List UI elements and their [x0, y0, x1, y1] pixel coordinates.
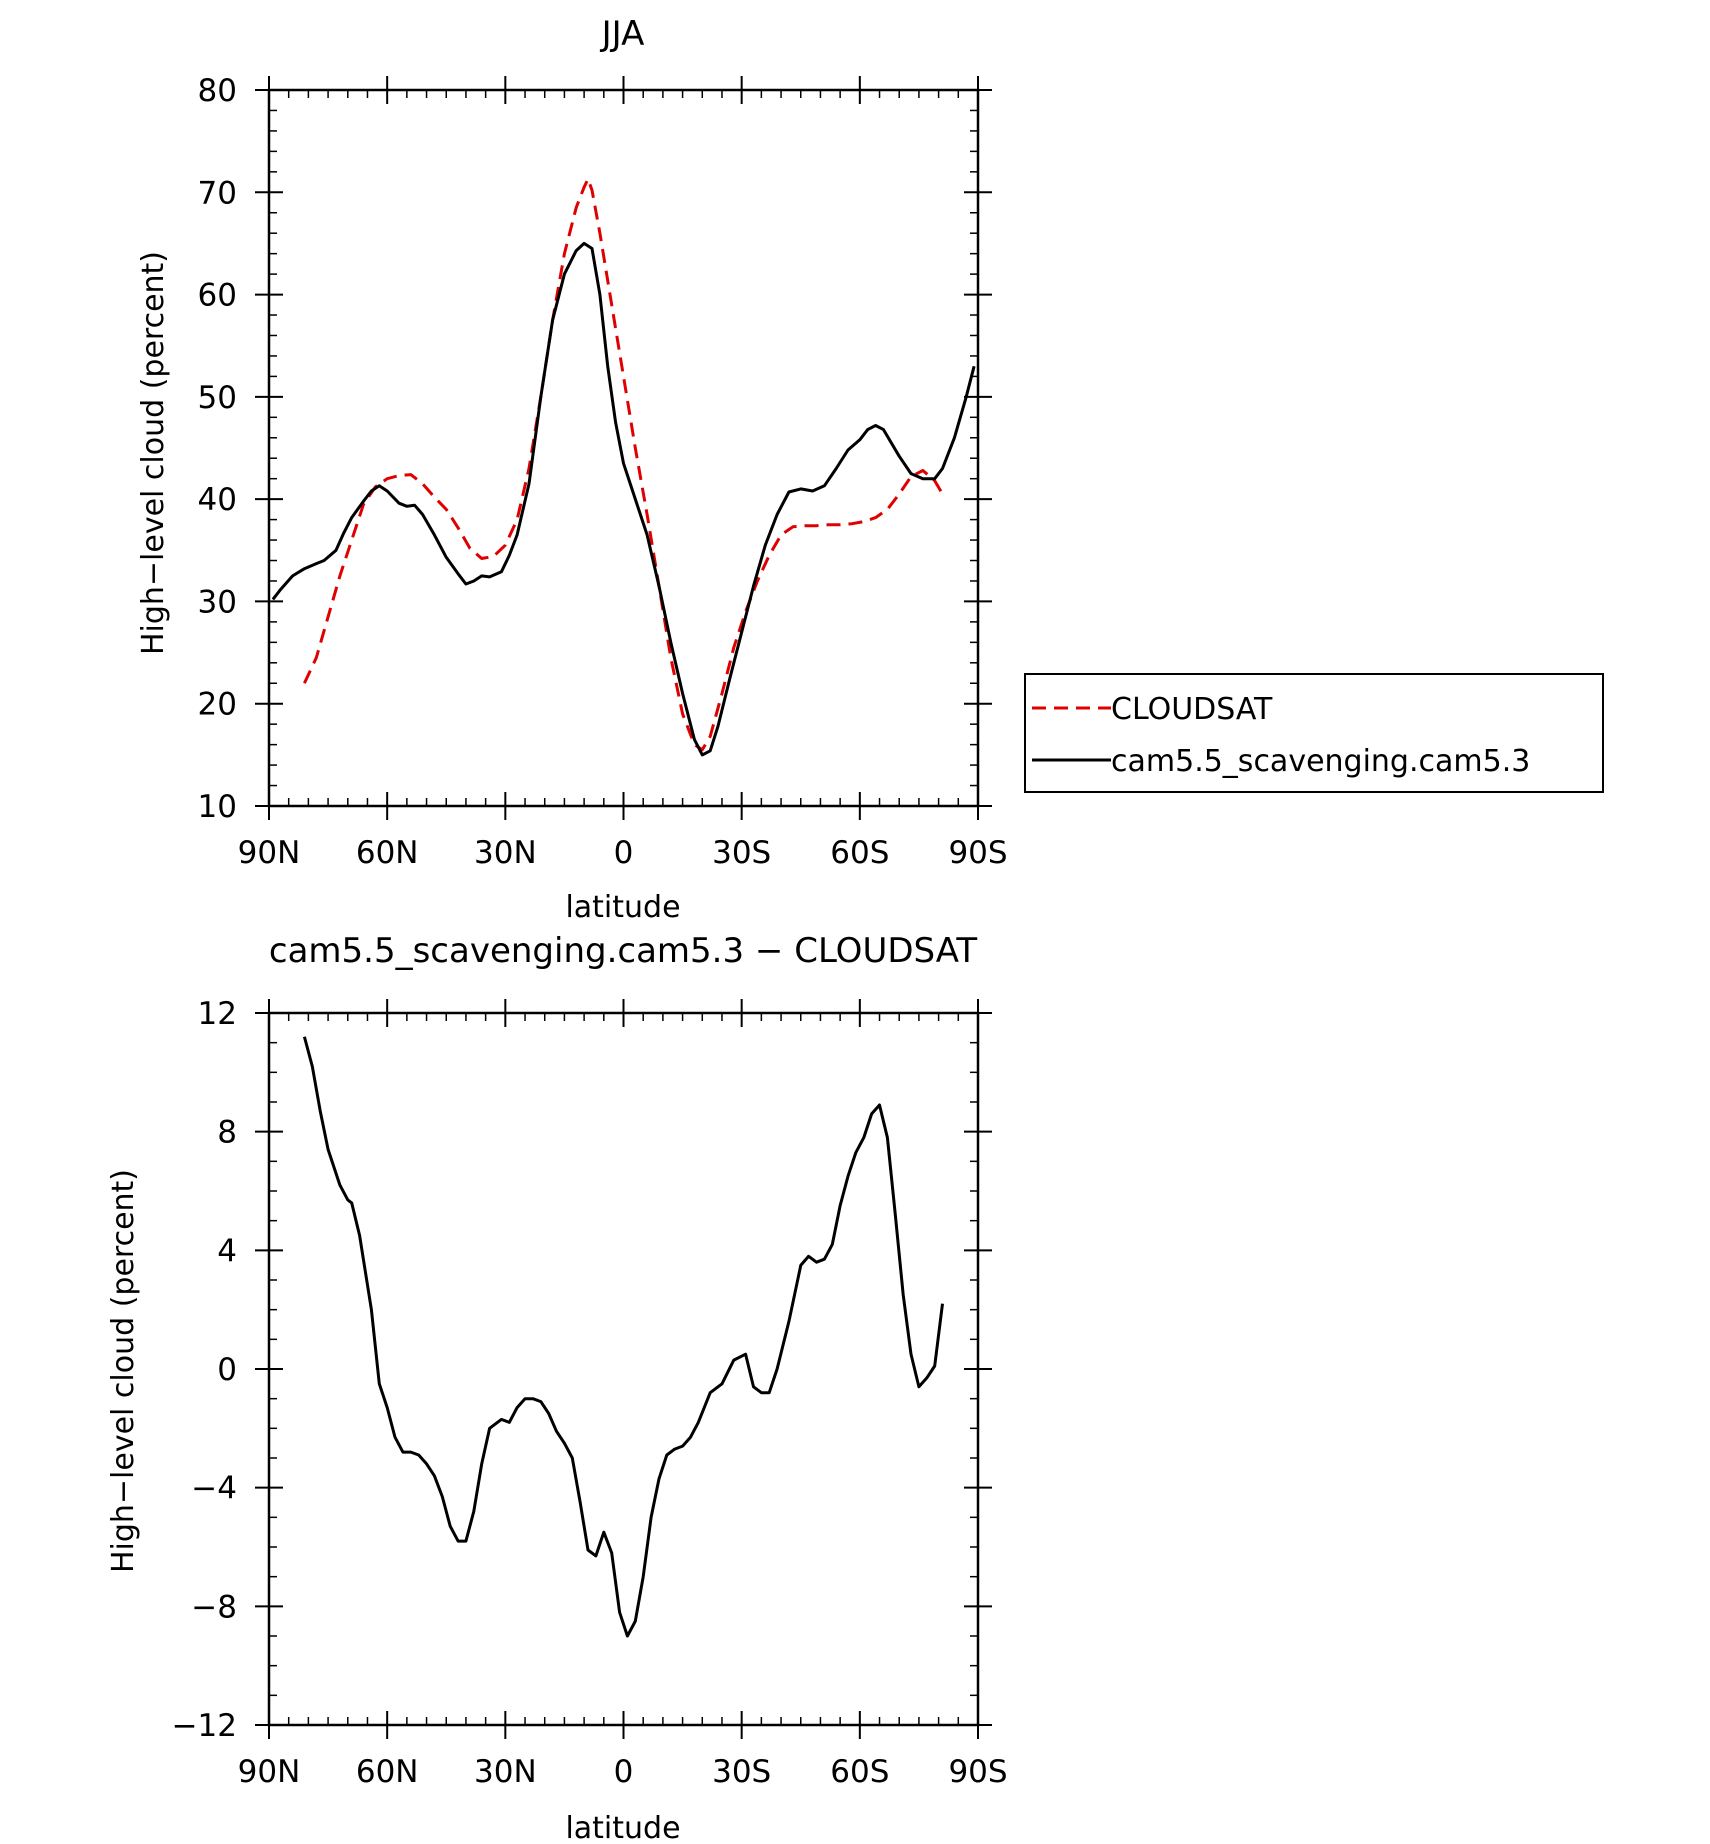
bottom-x-axis-title: latitude: [565, 1811, 680, 1844]
bottom-y-tick-label: 8: [217, 1115, 237, 1151]
top-x-axis-title: latitude: [565, 890, 680, 925]
top-axis-ticks: 90N 60N 30N 0 30S 60S 90S 10 20 30 40 50 60 70 80: [198, 73, 1008, 871]
top-x-tick-label: 90S: [948, 835, 1007, 871]
bottom-x-tick-label: 30S: [712, 1754, 771, 1790]
top-series-cloudsat: [303, 177, 944, 752]
bottom-axis-ticks: 90N 60N 30N 0 30S 60S 90S −12 −8 −4 0 4 8 12: [172, 996, 1008, 1790]
top-x-tick-label: 30N: [474, 835, 537, 871]
legend-cloudsat-label: CLOUDSAT: [1111, 692, 1273, 727]
top-series-cam5-5-scavenging-cam5-3: [271, 241, 976, 757]
top-panel-jja: JJA latitude High−level cloud (percent) …: [136, 14, 1604, 925]
top-y-tick-label: 30: [198, 584, 237, 620]
bottom-series-difference: [302, 1036, 944, 1638]
legend-model-label: cam5.5_scavenging.cam5.3: [1111, 744, 1530, 779]
bottom-y-axis-title: High−level cloud (percent): [106, 1169, 141, 1573]
top-y-tick-label: 70: [198, 175, 237, 211]
bottom-y-tick-label: 0: [217, 1352, 237, 1388]
top-y-tick-label: 40: [198, 482, 237, 518]
top-x-tick-label: 0: [614, 835, 634, 871]
top-series-group: [271, 177, 976, 757]
top-y-tick-label: 20: [198, 687, 237, 723]
top-y-tick-label: 80: [198, 73, 237, 109]
bottom-x-tick-label: 90N: [238, 1754, 301, 1790]
bottom-y-tick-label: 4: [217, 1233, 237, 1269]
top-x-tick-label: 60N: [356, 835, 419, 871]
legend-box: [1024, 673, 1604, 793]
top-plot-frame: [267, 88, 980, 808]
bottom-series-group: [302, 1036, 944, 1638]
bottom-y-tick-label: 12: [198, 996, 237, 1032]
top-x-tick-label: 90N: [238, 835, 301, 871]
top-x-tick-label: 30S: [712, 835, 771, 871]
bottom-y-tick-label: −8: [191, 1589, 237, 1625]
top-y-tick-label: 10: [198, 789, 237, 825]
bottom-y-tick-label: −12: [172, 1708, 237, 1744]
bottom-x-tick-label: 60S: [830, 1754, 889, 1790]
top-plot-title: JJA: [600, 14, 645, 54]
bottom-x-tick-label: 90S: [948, 1754, 1007, 1790]
bottom-plot-title: cam5.5_scavenging.cam5.3 − CLOUDSAT: [269, 931, 977, 971]
bottom-x-tick-label: 60N: [356, 1754, 419, 1790]
bottom-x-tick-label: 30N: [474, 1754, 537, 1790]
legend: CLOUDSAT cam5.5_scavenging.cam5.3: [1024, 673, 1604, 793]
top-y-tick-label: 50: [198, 380, 237, 416]
top-y-tick-label: 60: [198, 278, 237, 314]
bottom-x-tick-label: 0: [614, 1754, 634, 1790]
bottom-plot-frame: [267, 1011, 980, 1727]
top-x-tick-label: 60S: [830, 835, 889, 871]
top-y-axis-title: High−level cloud (percent): [136, 251, 171, 655]
bottom-panel-difference: cam5.5_scavenging.cam5.3 − CLOUDSAT lati…: [106, 931, 1008, 1844]
bottom-y-tick-label: −4: [191, 1471, 237, 1507]
